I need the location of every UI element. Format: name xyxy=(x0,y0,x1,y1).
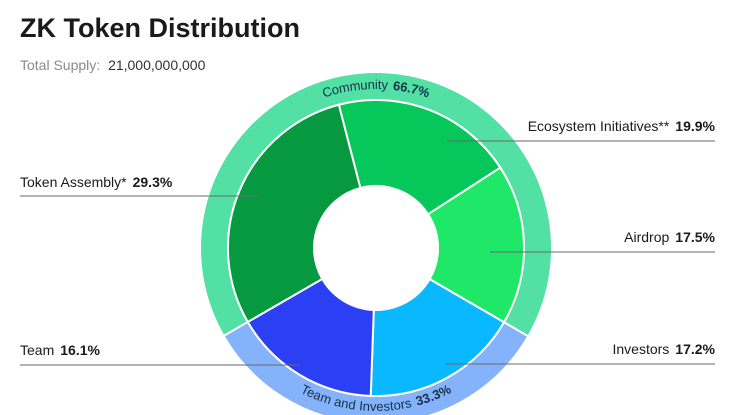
slice-label: Ecosystem Initiatives** 19.9% xyxy=(528,118,716,134)
slice-label: Team 16.1% xyxy=(20,342,100,358)
slice-label: Token Assembly* 29.3% xyxy=(20,174,173,190)
subtitle: Total Supply: 21,000,000,000 xyxy=(20,57,206,73)
subtitle-value: 21,000,000,000 xyxy=(108,57,206,73)
slice-value: 19.9% xyxy=(675,118,715,134)
chart-title: ZK Token Distribution xyxy=(20,13,300,43)
slice-label: Investors 17.2% xyxy=(612,341,715,357)
subtitle-label: Total Supply: xyxy=(20,57,100,73)
slice-value: 17.2% xyxy=(675,341,715,357)
slice-value: 17.5% xyxy=(675,229,715,245)
wedge xyxy=(337,99,502,216)
slice-value: 29.3% xyxy=(133,174,173,190)
slice-name: Ecosystem Initiatives** xyxy=(528,118,670,134)
slice-value: 16.1% xyxy=(60,342,100,358)
slice-name: Airdrop xyxy=(624,229,669,245)
wedge xyxy=(426,166,525,324)
slice-name: Team xyxy=(20,342,54,358)
slice-name: Investors xyxy=(612,341,669,357)
wedge xyxy=(227,103,362,324)
slice-name: Token Assembly* xyxy=(20,174,127,190)
wedge xyxy=(246,277,375,397)
slice-label: Airdrop 17.5% xyxy=(624,229,715,245)
wedge xyxy=(369,277,506,397)
